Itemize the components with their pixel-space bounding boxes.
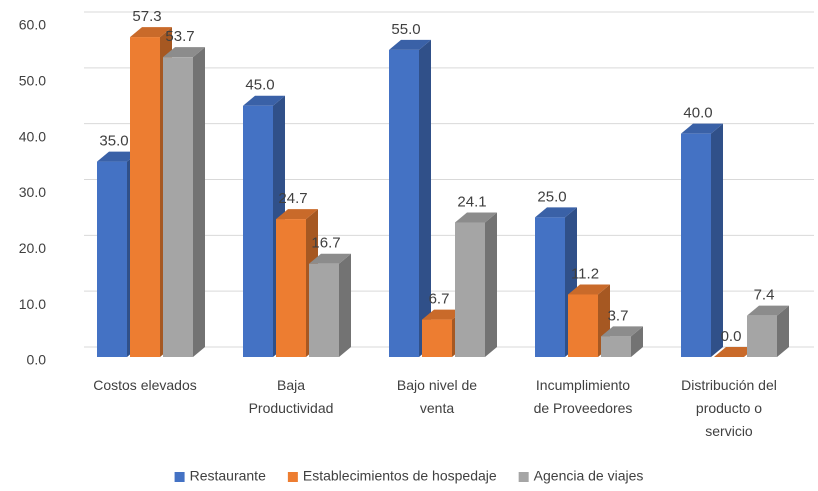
x-tick-label: Incumplimiento de Proveedores [534,377,633,416]
y-tick-label: 50.0 [19,73,46,89]
bar [97,161,127,357]
bar-top [747,305,789,316]
bar-side [485,212,497,357]
y-tick-label: 20.0 [19,240,46,256]
bar-top [568,284,610,295]
data-label: 24.1 [457,193,486,210]
x-tick-label: Bajo nivel de venta [397,377,477,416]
legend-swatch [287,472,298,482]
bar [422,319,452,357]
bar [243,105,273,357]
bar-top [276,209,318,220]
data-label: 25.0 [537,188,566,205]
data-label: 16.7 [311,235,340,252]
bar [601,336,631,357]
legend: Restaurante Establecimientos de hospedaje… [174,468,644,484]
y-tick-label: 60.0 [19,17,46,33]
bar-top [243,95,285,106]
bar [130,37,160,357]
data-label: 11.2 [571,265,599,282]
bar [568,294,598,357]
data-label: 0.0 [721,328,742,345]
y-tick-label: 30.0 [19,184,46,200]
bar-top [389,39,431,50]
bar [747,315,777,357]
data-label: 35.0 [99,133,128,150]
bar-top [163,47,205,58]
data-label: 24.7 [278,190,307,207]
data-label: 57.3 [132,8,161,25]
bar [163,57,193,358]
bar-top [97,151,139,162]
y-tick-label: 0.0 [27,352,47,368]
bar-side [711,123,723,358]
data-label: 7.4 [754,287,775,304]
bar-side [419,39,431,358]
legend-swatch [518,472,529,482]
x-tick-label: Costos elevados [93,377,197,393]
bar-top [130,27,172,38]
y-tick-label: 10.0 [19,296,46,312]
y-tick-label: 40.0 [19,128,46,144]
legend-label: Establecimientos de hospedaje [303,468,497,484]
bar-top [309,253,351,264]
bar [309,263,339,357]
bar-side [339,253,351,357]
x-tick-label: Baja Productividad [249,377,334,416]
bar-top [455,212,497,223]
legend-swatch [174,472,185,482]
bar [276,219,306,357]
bar-top [422,309,464,320]
bar [681,133,711,357]
bar-side [777,305,789,357]
data-label: 53.7 [165,28,194,45]
data-label: 40.0 [683,105,712,122]
data-label: 45.0 [245,77,274,94]
bar-side [631,326,643,357]
bar-top [681,123,723,134]
bar-top [601,326,643,337]
data-label: 6.7 [429,291,450,308]
data-label: 3.7 [608,307,629,324]
bar [389,49,419,358]
legend-label: Agencia de viajes [534,468,644,484]
legend-label: Restaurante [190,468,266,484]
data-label: 55.0 [391,21,420,38]
bar-top [714,347,756,357]
bar-top [535,207,577,218]
bar [535,217,565,357]
bar [455,222,485,357]
bar-side [193,47,205,358]
x-tick-label: Distribución del producto o servicio [681,377,777,439]
